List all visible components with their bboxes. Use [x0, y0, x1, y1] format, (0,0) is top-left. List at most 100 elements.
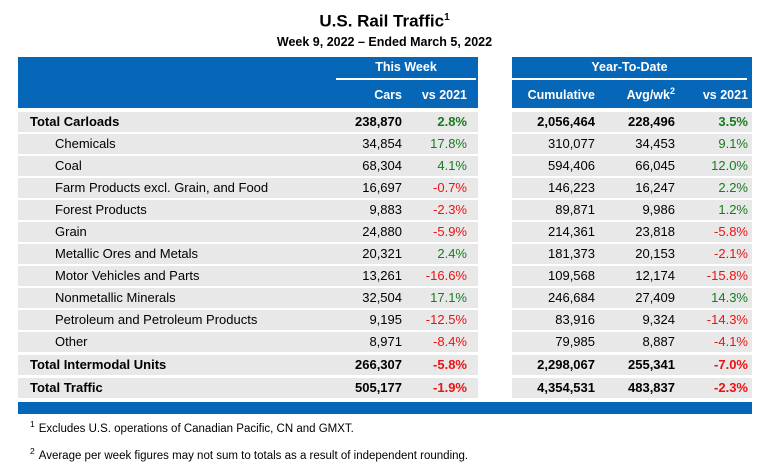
column-group-divider	[478, 378, 512, 398]
this-week-vs-2021-value: -5.8%	[433, 357, 467, 372]
column-group-divider	[478, 57, 512, 108]
cars-value: 9,195	[369, 312, 402, 327]
cumulative-value: 594,406	[548, 158, 595, 173]
column-group-divider	[478, 244, 512, 264]
table-row: Metallic Ores and Metals 20,321 2.4% 181…	[18, 244, 752, 264]
this-week-vs-2021-value: 4.1%	[437, 158, 467, 173]
cars-value: 238,870	[355, 114, 402, 129]
table-row: Chemicals 34,854 17.8% 310,077 34,453 9.…	[18, 134, 752, 154]
this-week-vs-2021-value: -5.9%	[433, 224, 467, 239]
avg-per-week-value: 483,837	[628, 380, 675, 395]
column-group-divider	[478, 156, 512, 176]
cars-value: 34,854	[362, 136, 402, 151]
table-row: Motor Vehicles and Parts 13,261 -16.6% 1…	[18, 266, 752, 286]
row-label: Farm Products excl. Grain, and Food	[55, 180, 269, 195]
footnotes: 1 Excludes U.S. operations of Canadian Pa…	[30, 417, 468, 470]
ytd-vs-2021-value: 9.1%	[718, 136, 748, 151]
avg-per-week-value: 9,324	[642, 312, 675, 327]
footnote-2: 2 Average per week figures may not sum to…	[30, 445, 469, 462]
column-group-divider	[478, 266, 512, 286]
cumulative-value: 214,361	[548, 224, 595, 239]
table-footer-bar	[18, 402, 752, 414]
avg-per-week-value: 12,174	[635, 268, 675, 283]
col-header-avg-per-week: Avg/wk2	[626, 86, 675, 103]
cars-value: 20,321	[362, 246, 402, 261]
cars-value: 32,504	[362, 290, 402, 305]
ytd-vs-2021-value: 2.2%	[718, 180, 748, 195]
ytd-vs-2021-value: -2.3%	[714, 380, 748, 395]
cumulative-value: 310,077	[548, 136, 595, 151]
cumulative-value: 4,354,531	[537, 380, 595, 395]
row-label: Total Intermodal Units	[30, 357, 167, 372]
cumulative-value: 89,871	[555, 202, 595, 217]
this-week-vs-2021-value: 17.8%	[430, 136, 467, 151]
cars-value: 24,880	[362, 224, 402, 239]
cumulative-value: 79,985	[555, 334, 595, 349]
cars-value: 16,697	[362, 180, 402, 195]
avg-wk-footnote-marker: 2	[669, 86, 675, 97]
cumulative-value: 2,056,464	[537, 114, 595, 129]
row-label: Grain	[55, 224, 87, 239]
table-row: Coal 68,304 4.1% 594,406 66,045 12.0%	[18, 156, 752, 176]
table-row: Grain 24,880 -5.9% 214,361 23,818 -5.8%	[18, 222, 752, 242]
this-week-vs-2021-value: 2.8%	[437, 114, 467, 129]
ytd-vs-2021-value: -5.8%	[714, 224, 748, 239]
this-week-vs-2021-value: -2.3%	[433, 202, 467, 217]
this-week-vs-2021-value: -12.5%	[425, 312, 467, 327]
avg-per-week-value: 23,818	[635, 224, 675, 239]
row-label: Coal	[55, 158, 82, 173]
ytd-vs-2021-value: 14.3%	[711, 290, 748, 305]
cars-value: 68,304	[362, 158, 402, 173]
this-week-vs-2021-value: -16.6%	[425, 268, 467, 283]
page-title-text: U.S. Rail Traffic	[319, 11, 445, 31]
cars-value: 266,307	[355, 357, 402, 372]
avg-per-week-value: 228,496	[628, 114, 675, 129]
ytd-vs-2021-value: -15.8%	[706, 268, 748, 283]
avg-per-week-value: 34,453	[635, 136, 675, 151]
ytd-vs-2021-value: -2.1%	[714, 246, 748, 261]
table-row: Farm Products excl. Grain, and Food 16,6…	[18, 178, 752, 198]
cars-value: 13,261	[362, 268, 402, 283]
cumulative-value: 109,568	[548, 268, 595, 283]
col-header-cumulative: Cumulative	[527, 87, 595, 102]
ytd-vs-2021-value: -4.1%	[714, 334, 748, 349]
page-title: U.S. Rail Traffic1	[0, 0, 769, 32]
col-header-cars: Cars	[374, 87, 402, 102]
row-label: Motor Vehicles and Parts	[55, 268, 200, 283]
table-row: Total Carloads 238,870 2.8% 2,056,464 22…	[18, 112, 752, 132]
page-subtitle: Week 9, 2022 – Ended March 5, 2022	[276, 34, 493, 49]
ytd-vs-2021-value: 3.5%	[718, 114, 748, 129]
table-body: Total Carloads 238,870 2.8% 2,056,464 22…	[18, 108, 752, 398]
table-row: Other 8,971 -8.4% 79,985 8,887 -4.1%	[18, 332, 752, 352]
footnote-1: 1 Excludes U.S. operations of Canadian Pa…	[30, 419, 354, 435]
row-label: Metallic Ores and Metals	[55, 246, 199, 261]
cumulative-value: 246,684	[548, 290, 595, 305]
column-group-divider	[478, 178, 512, 198]
ytd-vs-2021-value: 1.2%	[718, 202, 748, 217]
row-label: Total Carloads	[30, 114, 120, 129]
column-group-divider	[478, 200, 512, 220]
ytd-vs-2021-value: -14.3%	[706, 312, 748, 327]
this-week-vs-2021-value: 2.4%	[437, 246, 467, 261]
column-group-divider	[478, 112, 512, 132]
cumulative-value: 2,298,067	[537, 357, 595, 372]
cars-value: 8,971	[369, 334, 402, 349]
row-label: Nonmetallic Minerals	[55, 290, 176, 305]
column-group-divider	[478, 332, 512, 352]
column-group-divider	[478, 355, 512, 375]
column-group-divider	[478, 288, 512, 308]
row-label: Petroleum and Petroleum Products	[55, 312, 258, 327]
avg-per-week-value: 20,153	[635, 246, 675, 261]
cumulative-value: 83,916	[555, 312, 595, 327]
this-week-vs-2021-value: -1.9%	[433, 380, 467, 395]
avg-per-week-value: 255,341	[628, 357, 675, 372]
this-week-vs-2021-value: -8.4%	[433, 334, 467, 349]
cars-value: 505,177	[355, 380, 402, 395]
column-group-divider	[478, 222, 512, 242]
row-label: Total Traffic	[30, 380, 103, 395]
row-label: Other	[55, 334, 88, 349]
this-week-vs-2021-value: 17.1%	[430, 290, 467, 305]
table-row: Nonmetallic Minerals 32,504 17.1% 246,68…	[18, 288, 752, 308]
this-week-vs-2021-value: -0.7%	[433, 180, 467, 195]
